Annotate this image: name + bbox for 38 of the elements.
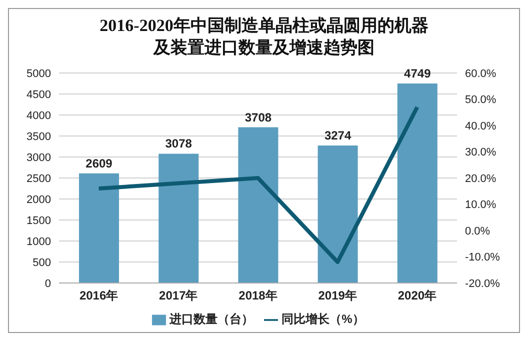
y2-tick-label: 10.0% — [465, 199, 496, 212]
y-tick-label: 500 — [32, 256, 51, 269]
x-tick-label: 2018年 — [238, 288, 278, 303]
y-tick-label: 2500 — [26, 172, 51, 185]
y-tick-label: 4000 — [26, 110, 51, 122]
bar — [238, 127, 278, 283]
y-tick-label: 1500 — [26, 214, 51, 227]
legend-label: 同比增长（%） — [282, 312, 364, 326]
y2-tick-label: -20.0% — [465, 278, 500, 290]
y-tick-label: 1000 — [26, 236, 51, 248]
bar — [318, 145, 358, 283]
bar — [397, 84, 438, 283]
data-label: 2609 — [86, 156, 113, 170]
y2-tick-label: 40.0% — [465, 120, 496, 132]
data-label: 3078 — [165, 136, 192, 151]
y-tick-label: 3000 — [26, 152, 51, 164]
y2-tick-label: 20.0% — [465, 172, 496, 185]
y2-tick-label: 60.0% — [465, 68, 496, 80]
x-tick-label: 2020年 — [398, 288, 437, 303]
data-label: 3708 — [244, 110, 272, 124]
y2-tick-label: 30.0% — [465, 146, 496, 159]
y2-tick-label: 50.0% — [465, 94, 496, 106]
data-label: 4749 — [404, 66, 432, 81]
chart-title: 2016-2020年中国制造单晶柱或晶圆用的机器及装置进口数量及增速趋势图 — [98, 15, 430, 59]
y2-tick-label: -10.0% — [465, 252, 500, 264]
data-label: 3274 — [324, 128, 352, 142]
y-tick-label: 5000 — [26, 68, 51, 80]
x-tick-label: 2017年 — [159, 288, 198, 303]
x-tick-label: 2019年 — [318, 288, 357, 303]
bar — [158, 154, 199, 283]
legend-label: 进口数量（台） — [170, 312, 254, 326]
y-tick-label: 4500 — [26, 88, 51, 101]
x-tick-label: 2016年 — [79, 288, 118, 303]
bar — [79, 173, 119, 283]
y-tick-label: 3500 — [26, 130, 51, 143]
y2-tick-label: 0.0% — [465, 225, 490, 238]
y-tick-label: 0 — [44, 278, 51, 290]
y-tick-label: 2000 — [26, 194, 51, 206]
